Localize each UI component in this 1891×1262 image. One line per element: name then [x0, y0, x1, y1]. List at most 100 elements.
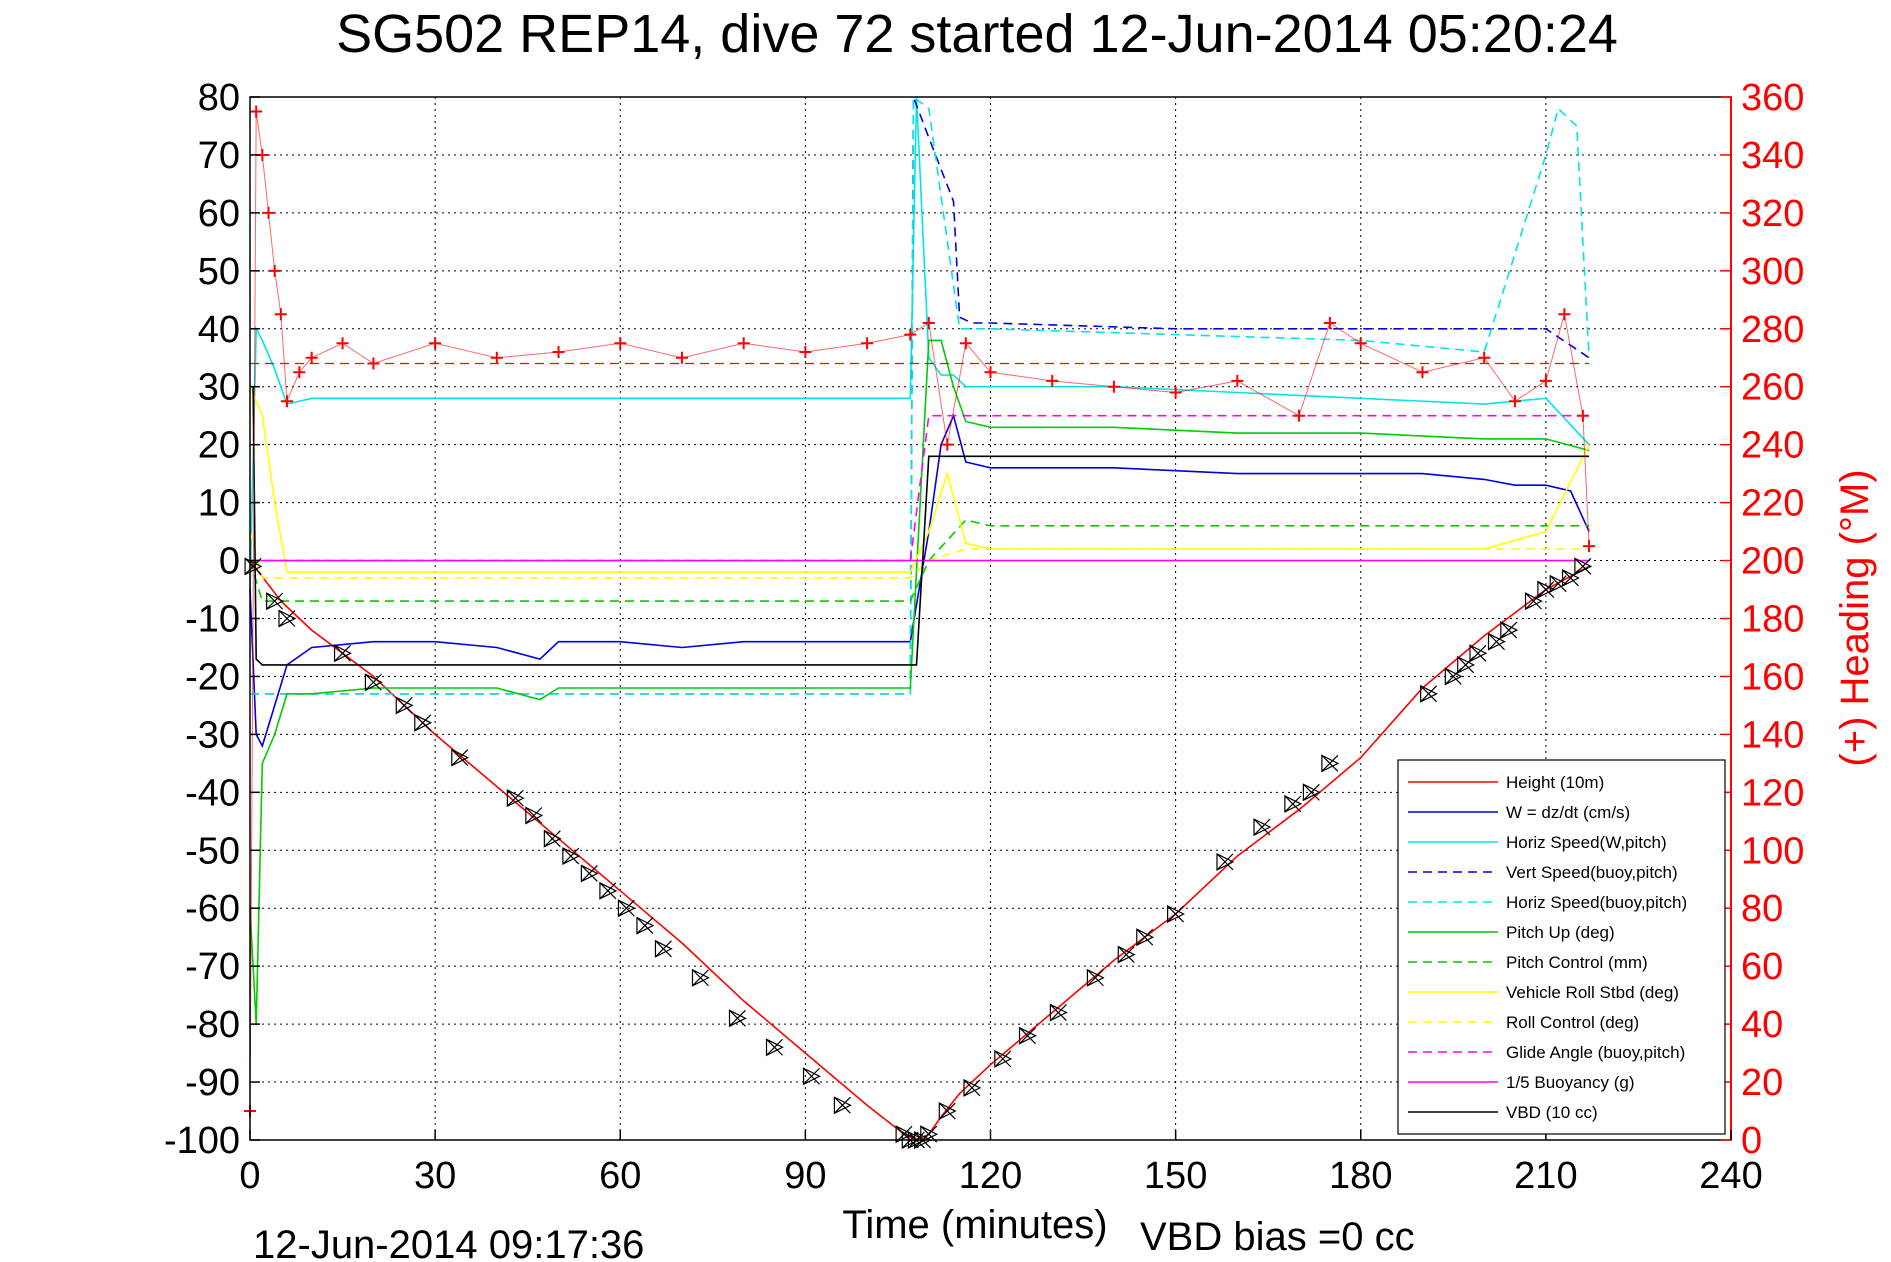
- x-tick-label: 90: [784, 1155, 826, 1197]
- y-tick-label: 30: [198, 367, 240, 409]
- y-right-tick-label: 300: [1741, 251, 1804, 293]
- y-tick-label: 20: [198, 425, 240, 467]
- depth-marker: [1321, 754, 1340, 773]
- x-tick-label: 240: [1699, 1155, 1762, 1197]
- x-axis: 0 30 60 90 120 150 180 210 240: [239, 1130, 1763, 1197]
- y-right-tick-label: 20: [1741, 1062, 1783, 1104]
- y-tick-label: 50: [198, 251, 240, 293]
- series-line-1: [249, 413, 1590, 749]
- y-tick-label: -70: [185, 946, 240, 988]
- y-tick-label: 40: [198, 309, 240, 351]
- depth-marker: [1086, 968, 1105, 987]
- y-right-tick-label: 160: [1741, 656, 1804, 698]
- depth-marker: [1469, 644, 1488, 663]
- chart-title: SG502 REP14, dive 72 started 12-Jun-2014…: [336, 4, 1618, 64]
- x-tick-label: 0: [239, 1155, 260, 1197]
- legend-label: Height (10m): [1506, 773, 1604, 792]
- heading-trace: [249, 111, 1590, 1112]
- y-tick-label: 60: [198, 193, 240, 235]
- legend-box: [1397, 759, 1726, 1135]
- y-right-tick-label: 360: [1741, 77, 1804, 119]
- legend-label: Pitch Control (mm): [1506, 953, 1648, 972]
- depth-marker: [395, 696, 414, 715]
- y-right-tick-label: 340: [1741, 135, 1804, 177]
- depth-marker: [525, 806, 544, 825]
- depth-marker: [1574, 557, 1593, 576]
- y-tick-label: -60: [185, 888, 240, 930]
- y-tick-label: 80: [198, 77, 240, 119]
- series-line-0: [249, 560, 1590, 1141]
- y-tick-label: 70: [198, 135, 240, 177]
- series-line-8: [249, 531, 1590, 579]
- y-right-tick-label: 140: [1741, 714, 1804, 756]
- depth-marker: [636, 916, 655, 935]
- depth-marker: [364, 673, 383, 692]
- depth-marker: [833, 1096, 852, 1115]
- legend-label: Horiz Speed(buoy,pitch): [1506, 893, 1687, 912]
- series-line-4: [250, 95, 1590, 695]
- depth-marker: [1117, 945, 1136, 964]
- series-line-3: [250, 96, 1590, 695]
- y-right-tick-label: 200: [1741, 541, 1804, 583]
- y-axis-right-label: (+) Heading (°M): [1833, 469, 1877, 766]
- legend-label: Vert Speed(buoy,pitch): [1506, 863, 1678, 882]
- depth-marker: [543, 829, 562, 848]
- y-right-tick-label: 220: [1741, 483, 1804, 525]
- y-right-tick-label: 280: [1741, 309, 1804, 351]
- timestamp-label: 12-Jun-2014 09:17:36: [253, 1223, 644, 1262]
- y-right-tick-label: 320: [1741, 193, 1804, 235]
- depth-marker: [333, 644, 352, 663]
- depth-marker: [278, 609, 297, 628]
- y-right-tick-label: 120: [1741, 772, 1804, 814]
- depth-marker: [506, 789, 525, 808]
- depth-marker: [1216, 852, 1235, 871]
- vbd-bias-label: VBD bias =0 cc: [1140, 1215, 1415, 1259]
- x-tick-label: 30: [414, 1155, 456, 1197]
- depth-marker: [963, 1078, 982, 1097]
- y-tick-label: -90: [185, 1062, 240, 1104]
- depth-marker: [1537, 580, 1556, 599]
- y-tick-label: -100: [164, 1120, 240, 1162]
- depth-marker: [654, 939, 673, 958]
- depth-marker: [728, 1009, 747, 1028]
- y-axis-left: 80 70 60 50 40 30 20 10 0 -10 -20 -30 -40 -50 -60 -70 -8…: [164, 77, 260, 1162]
- depth-marker: [580, 864, 599, 883]
- series-line-6: [249, 519, 1590, 602]
- series-lines: [249, 95, 1590, 1141]
- depth-marker: [938, 1102, 957, 1121]
- legend: Height (10m) W = dz/dt (cm/s) Horiz Speed(…: [1397, 759, 1726, 1135]
- depth-marker: [1253, 818, 1272, 837]
- series-line-5: [249, 339, 1590, 1025]
- depth-marker: [414, 713, 433, 732]
- y-right-tick-label: 60: [1741, 946, 1783, 988]
- y-tick-label: 10: [198, 483, 240, 525]
- legend-label: Vehicle Roll Stbd (deg): [1506, 983, 1679, 1002]
- y-right-tick-label: 40: [1741, 1004, 1783, 1046]
- depth-marker: [1167, 905, 1185, 923]
- legend-label: VBD (10 cc): [1506, 1103, 1598, 1122]
- y-right-tick-label: 0: [1741, 1120, 1762, 1162]
- depth-marker: [1018, 1026, 1037, 1045]
- depth-marker: [266, 592, 285, 611]
- legend-label: Glide Angle (buoy,pitch): [1506, 1043, 1685, 1062]
- x-tick-label: 60: [599, 1155, 641, 1197]
- depth-marker: [1049, 1003, 1068, 1022]
- depth-marker: [562, 847, 581, 866]
- x-tick-label: 210: [1514, 1155, 1577, 1197]
- y-right-tick-label: 80: [1741, 888, 1783, 930]
- depth-marker: [617, 899, 636, 918]
- x-tick-label: 180: [1329, 1155, 1392, 1197]
- depth-marker: [765, 1038, 784, 1057]
- depth-marker: [1284, 794, 1303, 813]
- depth-marker: [802, 1067, 821, 1086]
- y-tick-label: -20: [185, 656, 240, 698]
- depth-marker: [1500, 621, 1519, 640]
- y-tick-label: 0: [219, 541, 240, 583]
- y-tick-label: -40: [185, 772, 240, 814]
- depth-marker: [1302, 783, 1321, 802]
- depth-marker: [691, 968, 710, 987]
- depth-marker: [451, 748, 470, 767]
- y-right-tick-label: 260: [1741, 367, 1804, 409]
- y-tick-label: -80: [185, 1004, 240, 1046]
